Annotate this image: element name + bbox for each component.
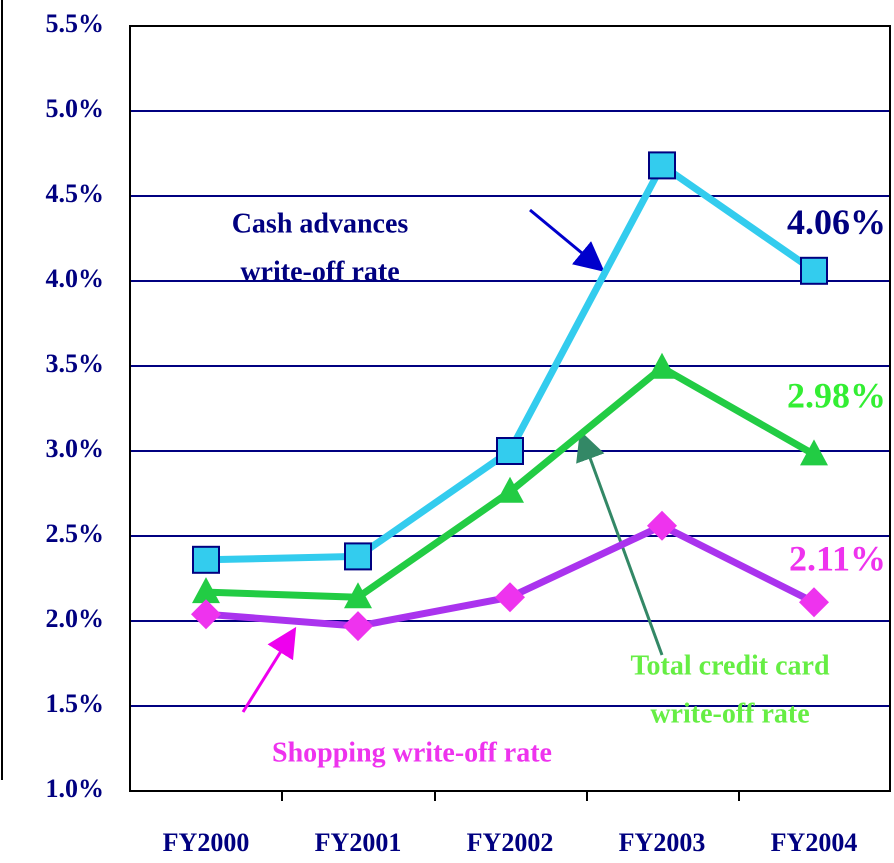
- marker: [648, 352, 676, 379]
- x-tick-label: FY2002: [467, 828, 554, 857]
- marker: [496, 437, 524, 465]
- y-tick-label: 1.0%: [46, 774, 105, 803]
- marker: [343, 611, 373, 642]
- marker: [192, 545, 220, 574]
- y-tick-label: 4.5%: [46, 179, 105, 208]
- annotation: Cash advances: [232, 208, 409, 239]
- marker: [192, 577, 220, 604]
- marker: [799, 587, 829, 618]
- annotation: Shopping write-off rate: [272, 737, 552, 768]
- value-label: 2.11%: [789, 539, 886, 579]
- annotation: write-off rate: [240, 256, 399, 287]
- x-tick-label: FY2001: [315, 828, 402, 857]
- marker: [495, 582, 525, 613]
- x-ticks: [281, 791, 740, 801]
- x-tick-label: FY2004: [771, 828, 858, 857]
- y-tick-label: 3.0%: [46, 434, 105, 463]
- y-tick-label: 2.5%: [46, 519, 105, 548]
- marker: [800, 256, 828, 285]
- marker: [344, 582, 372, 609]
- y-tick-label: 1.5%: [46, 689, 105, 718]
- annotation: write-off rate: [650, 698, 809, 729]
- marker: [344, 542, 372, 571]
- x-tick-label: FY2000: [163, 828, 250, 857]
- y-tick-label: 2.0%: [46, 604, 105, 633]
- plot-frame: [129, 25, 891, 792]
- y-tick-label: 3.5%: [46, 349, 105, 378]
- annotation: Total credit card: [630, 650, 830, 681]
- marker: [496, 476, 524, 503]
- marker: [800, 439, 828, 466]
- marker: [191, 599, 221, 630]
- value-label: 2.98%: [787, 376, 886, 416]
- y-tick-label: 5.5%: [46, 9, 105, 38]
- lines: [191, 151, 829, 642]
- x-tick-label: FY2003: [619, 828, 706, 857]
- y-tick-label: 5.0%: [46, 94, 105, 123]
- marker: [648, 151, 676, 180]
- value-label: 4.06%: [787, 202, 886, 242]
- y-tick-label: 4.0%: [46, 264, 105, 293]
- marker: [647, 510, 677, 541]
